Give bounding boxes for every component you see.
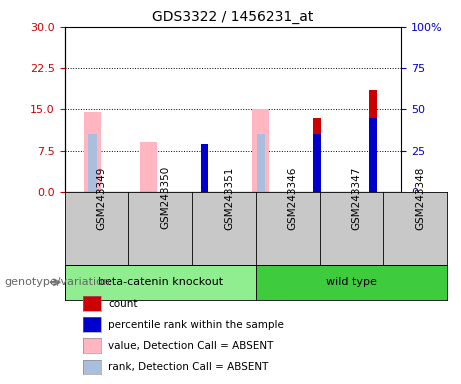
Bar (369, 118, 377, 192)
Bar (313, 118, 320, 192)
Bar (201, 144, 208, 192)
Text: GSM243348: GSM243348 (415, 166, 426, 230)
Title: GDS3322 / 1456231_at: GDS3322 / 1456231_at (152, 10, 313, 25)
Text: count: count (108, 299, 138, 309)
Bar (257, 134, 265, 192)
Text: rank, Detection Call = ABSENT: rank, Detection Call = ABSENT (108, 362, 269, 372)
Text: GSM243347: GSM243347 (351, 166, 361, 230)
Text: GSM243349: GSM243349 (96, 166, 106, 230)
Bar (256, 265, 447, 300)
Text: beta-catenin knockout: beta-catenin knockout (98, 277, 223, 287)
Text: wild type: wild type (326, 277, 377, 287)
Text: GSM243346: GSM243346 (288, 166, 298, 230)
Bar (201, 145, 208, 192)
Text: genotype/variation: genotype/variation (5, 277, 111, 287)
Bar (89, 134, 97, 192)
Bar (253, 109, 269, 192)
Text: value, Detection Call = ABSENT: value, Detection Call = ABSENT (108, 341, 274, 351)
Text: GSM243350: GSM243350 (160, 166, 170, 230)
Bar (313, 134, 320, 192)
Bar (369, 90, 377, 192)
Text: percentile rank within the sample: percentile rank within the sample (108, 320, 284, 330)
Bar (84, 112, 101, 192)
Bar (140, 142, 157, 192)
Bar (65, 265, 256, 300)
Text: GSM243351: GSM243351 (224, 166, 234, 230)
